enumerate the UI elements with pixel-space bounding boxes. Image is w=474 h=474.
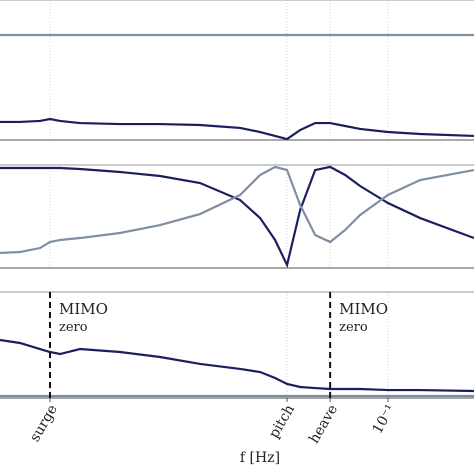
x-axis-label: f [Hz] (240, 450, 280, 466)
x-tick-label: 10⁻¹ (370, 402, 399, 437)
x-tick-label: pitch (266, 402, 298, 441)
line-series (0, 117, 474, 141)
annotation-text: MIMO (59, 300, 108, 318)
annotation-text: zero (339, 320, 368, 335)
line-series (0, 165, 474, 269)
annotation-text: MIMO (339, 300, 388, 318)
line-series (0, 338, 474, 393)
x-tick-label: heave (306, 402, 341, 446)
line-series (0, 165, 474, 255)
annotation-text: zero (59, 320, 88, 335)
x-tick-label: surge (27, 402, 61, 445)
